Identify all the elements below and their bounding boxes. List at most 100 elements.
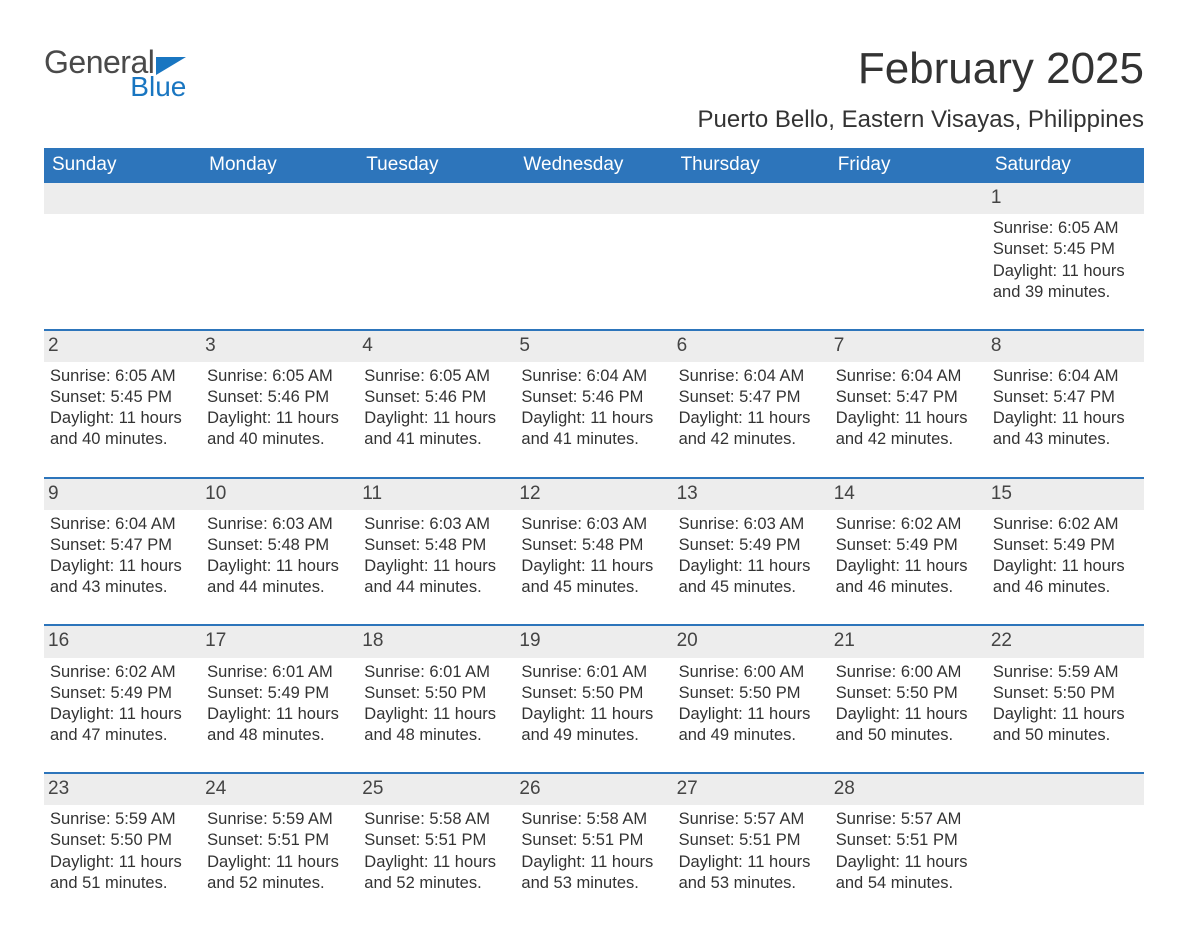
day-daylight2: and 40 minutes. [50,429,195,450]
day-sunrise: Sunrise: 6:01 AM [207,662,352,683]
day-daylight2: and 53 minutes. [679,873,824,894]
calendar-day: 13 Sunrise: 6:03 AMSunset: 5:49 PMDayligh… [673,479,830,617]
day-daylight1: Daylight: 11 hours [993,261,1138,282]
day-daylight2: and 44 minutes. [364,577,509,598]
day-sunrise: Sunrise: 6:05 AM [50,366,195,387]
day-sunrise: Sunrise: 6:02 AM [836,514,981,535]
day-daylight2: and 50 minutes. [836,725,981,746]
day-number: 1 [987,183,1144,214]
day-daylight1: Daylight: 11 hours [679,408,824,429]
day-daylight1: Daylight: 11 hours [836,556,981,577]
day-body: Sunrise: 5:59 AMSunset: 5:51 PMDaylight:… [207,809,352,893]
day-sunrise: Sunrise: 6:02 AM [993,514,1138,535]
day-daylight2: and 53 minutes. [521,873,666,894]
day-number [515,183,672,214]
day-sunrise: Sunrise: 5:58 AM [521,809,666,830]
calendar-day [358,183,515,321]
day-sunrise: Sunrise: 6:01 AM [521,662,666,683]
day-sunset: Sunset: 5:49 PM [679,535,824,556]
day-body: Sunrise: 6:04 AMSunset: 5:47 PMDaylight:… [993,366,1138,450]
day-sunset: Sunset: 5:50 PM [993,683,1138,704]
day-daylight2: and 52 minutes. [207,873,352,894]
day-number [830,183,987,214]
day-daylight2: and 41 minutes. [364,429,509,450]
day-number: 13 [673,479,830,510]
day-daylight2: and 51 minutes. [50,873,195,894]
day-number: 6 [673,331,830,362]
calendar-week: 9Sunrise: 6:04 AMSunset: 5:47 PMDaylight… [44,477,1144,617]
logo-word-2: Blue [118,71,186,103]
day-number: 20 [673,626,830,657]
calendar-day [201,183,358,321]
day-number: 26 [515,774,672,805]
day-daylight1: Daylight: 11 hours [364,556,509,577]
day-body: Sunrise: 5:58 AMSunset: 5:51 PMDaylight:… [521,809,666,893]
day-body: Sunrise: 6:01 AMSunset: 5:50 PMDaylight:… [364,662,509,746]
calendar-day: 27Sunrise: 5:57 AMSunset: 5:51 PMDayligh… [673,774,830,912]
day-body: Sunrise: 6:00 AMSunset: 5:50 PMDaylight:… [836,662,981,746]
day-sunset: Sunset: 5:46 PM [364,387,509,408]
day-number: 18 [358,626,515,657]
dow-cell: Sunday [44,148,201,183]
calendar-week: 2Sunrise: 6:05 AMSunset: 5:45 PMDaylight… [44,329,1144,469]
calendar-day: 18 Sunrise: 6:01 AMSunset: 5:50 PMDayligh… [358,626,515,764]
day-daylight1: Daylight: 11 hours [521,556,666,577]
day-body: Sunrise: 6:05 AMSunset: 5:46 PMDaylight:… [364,366,509,450]
day-number: 27 [673,774,830,805]
day-number [44,183,201,214]
day-body: Sunrise: 6:05 AMSunset: 5:45 PMDaylight:… [50,366,195,450]
day-body: Sunrise: 6:00 AMSunset: 5:50 PMDaylight:… [679,662,824,746]
calendar-day: 9Sunrise: 6:04 AMSunset: 5:47 PMDaylight… [44,479,201,617]
calendar-day: 20 Sunrise: 6:00 AMSunset: 5:50 PMDayligh… [673,626,830,764]
day-sunrise: Sunrise: 6:04 AM [50,514,195,535]
day-sunset: Sunset: 5:48 PM [521,535,666,556]
day-sunset: Sunset: 5:47 PM [993,387,1138,408]
day-daylight1: Daylight: 11 hours [521,852,666,873]
day-number: 10 [201,479,358,510]
day-daylight2: and 41 minutes. [521,429,666,450]
day-sunset: Sunset: 5:47 PM [836,387,981,408]
calendar-day: 2Sunrise: 6:05 AMSunset: 5:45 PMDaylight… [44,331,201,469]
day-body: Sunrise: 6:03 AMSunset: 5:49 PMDaylight:… [679,514,824,598]
calendar-body: 1Sunrise: 6:05 AMSunset: 5:45 PMDaylight… [44,183,1144,912]
day-number [673,183,830,214]
day-daylight2: and 54 minutes. [836,873,981,894]
day-sunset: Sunset: 5:50 PM [521,683,666,704]
day-sunset: Sunset: 5:45 PM [50,387,195,408]
calendar-day: 12Sunrise: 6:03 AMSunset: 5:48 PMDayligh… [515,479,672,617]
day-body: Sunrise: 6:04 AMSunset: 5:47 PMDaylight:… [836,366,981,450]
day-daylight1: Daylight: 11 hours [993,408,1138,429]
calendar-day: 16Sunrise: 6:02 AMSunset: 5:49 PMDayligh… [44,626,201,764]
day-number: 24 [201,774,358,805]
day-sunset: Sunset: 5:51 PM [207,830,352,851]
day-sunrise: Sunrise: 6:05 AM [993,218,1138,239]
calendar-day: 21Sunrise: 6:00 AMSunset: 5:50 PMDayligh… [830,626,987,764]
day-sunset: Sunset: 5:51 PM [521,830,666,851]
day-body: Sunrise: 6:02 AMSunset: 5:49 PMDaylight:… [993,514,1138,598]
day-number: 15 [987,479,1144,510]
calendar-day: 14Sunrise: 6:02 AMSunset: 5:49 PMDayligh… [830,479,987,617]
dow-cell: Saturday [987,148,1144,183]
day-number: 5 [515,331,672,362]
day-sunrise: Sunrise: 6:04 AM [679,366,824,387]
day-daylight1: Daylight: 11 hours [993,556,1138,577]
day-number: 16 [44,626,201,657]
calendar-day: 17Sunrise: 6:01 AMSunset: 5:49 PMDayligh… [201,626,358,764]
day-sunrise: Sunrise: 6:03 AM [207,514,352,535]
day-number: 3 [201,331,358,362]
day-body: Sunrise: 6:05 AMSunset: 5:46 PMDaylight:… [207,366,352,450]
calendar-day: 3 Sunrise: 6:05 AMSunset: 5:46 PMDaylight… [201,331,358,469]
header: General Blue February 2025 Puerto Bello,… [44,44,1144,134]
day-body [679,218,824,278]
day-body: Sunrise: 6:04 AMSunset: 5:47 PMDaylight:… [679,366,824,450]
day-daylight1: Daylight: 11 hours [836,408,981,429]
day-daylight2: and 48 minutes. [364,725,509,746]
day-daylight1: Daylight: 11 hours [679,852,824,873]
day-number: 19 [515,626,672,657]
calendar-week: 1 Sunrise: 6:05 AMSunset: 5:45 PMDaylight… [44,183,1144,321]
day-sunrise: Sunrise: 6:03 AM [364,514,509,535]
day-sunset: Sunset: 5:45 PM [993,239,1138,260]
day-daylight1: Daylight: 11 hours [364,852,509,873]
day-daylight2: and 42 minutes. [679,429,824,450]
day-daylight2: and 52 minutes. [364,873,509,894]
